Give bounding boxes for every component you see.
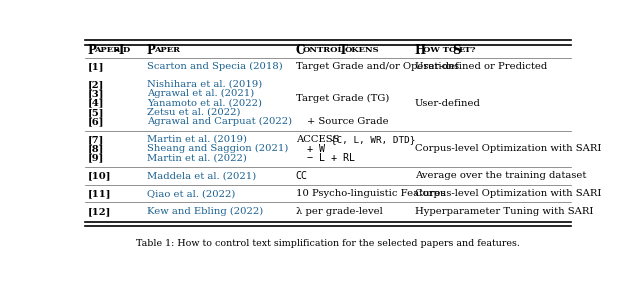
Text: H: H xyxy=(415,43,426,56)
Text: [5]: [5] xyxy=(88,108,104,117)
Text: T: T xyxy=(335,43,348,56)
Text: [3]: [3] xyxy=(88,89,104,98)
Text: [1]: [1] xyxy=(88,62,104,71)
Text: Nishihara et al. (2019): Nishihara et al. (2019) xyxy=(147,80,262,89)
Text: CC: CC xyxy=(296,171,308,181)
Text: [4]: [4] xyxy=(88,98,104,108)
Text: P: P xyxy=(88,43,96,56)
Text: {C, L, WR, DTD}: {C, L, WR, DTD} xyxy=(332,135,416,144)
Text: Martin et al. (2022): Martin et al. (2022) xyxy=(147,154,247,163)
Text: [12]: [12] xyxy=(88,207,111,216)
Text: [6]: [6] xyxy=(88,117,104,126)
Text: C: C xyxy=(296,43,305,56)
Text: Zetsu et al. (2022): Zetsu et al. (2022) xyxy=(147,108,241,117)
Text: Qiao et al. (2022): Qiao et al. (2022) xyxy=(147,189,236,198)
Text: OW TO: OW TO xyxy=(424,46,457,54)
Text: Agrawal and Carpuat (2022): Agrawal and Carpuat (2022) xyxy=(147,117,292,126)
Text: [11]: [11] xyxy=(88,189,111,198)
Text: Sheang and Saggion (2021): Sheang and Saggion (2021) xyxy=(147,144,289,153)
Text: Scarton and Specia (2018): Scarton and Specia (2018) xyxy=(147,62,283,71)
Text: APER: APER xyxy=(154,46,180,54)
Text: + W: + W xyxy=(307,144,324,154)
Text: + Source Grade: + Source Grade xyxy=(307,117,388,126)
Text: − L + RL: − L + RL xyxy=(307,153,355,163)
Text: [10]: [10] xyxy=(88,171,111,180)
Text: [2]: [2] xyxy=(88,80,104,89)
Text: Average over the training dataset: Average over the training dataset xyxy=(415,171,586,180)
Text: Target Grade and/or Operations: Target Grade and/or Operations xyxy=(296,62,459,71)
Text: [8]: [8] xyxy=(88,144,104,153)
Text: Table 1: How to control text simplification for the selected papers and features: Table 1: How to control text simplificat… xyxy=(136,238,520,247)
Text: Martin et al. (2019): Martin et al. (2019) xyxy=(147,135,247,144)
Text: Corpus-level Optimization with SARI: Corpus-level Optimization with SARI xyxy=(415,189,601,198)
Text: ET?: ET? xyxy=(459,46,476,54)
Text: OKENS: OKENS xyxy=(345,46,380,54)
Text: APER: APER xyxy=(94,46,120,54)
Text: Corpus-level Optimization with SARI: Corpus-level Optimization with SARI xyxy=(415,144,601,153)
Text: User-defined or Predicted: User-defined or Predicted xyxy=(415,62,547,71)
Text: User-defined: User-defined xyxy=(415,98,481,108)
Text: λ per grade-level: λ per grade-level xyxy=(296,207,383,216)
Text: ONTROL: ONTROL xyxy=(303,46,344,54)
Text: S: S xyxy=(449,43,462,56)
Text: 10 Psycho-linguistic Features: 10 Psycho-linguistic Features xyxy=(296,189,445,198)
Text: Hyperparameter Tuning with SARI: Hyperparameter Tuning with SARI xyxy=(415,207,593,216)
Text: [9]: [9] xyxy=(88,154,104,163)
Text: Agrawal et al. (2021): Agrawal et al. (2021) xyxy=(147,89,254,98)
Text: -I: -I xyxy=(115,43,125,56)
Text: P: P xyxy=(147,43,156,56)
Text: D: D xyxy=(122,46,130,54)
Text: Yanamoto et al. (2022): Yanamoto et al. (2022) xyxy=(147,98,262,108)
Text: Maddela et al. (2021): Maddela et al. (2021) xyxy=(147,171,256,180)
Text: Kew and Ebling (2022): Kew and Ebling (2022) xyxy=(147,207,263,216)
Text: [7]: [7] xyxy=(88,135,104,144)
Text: ACCESS: ACCESS xyxy=(296,135,342,144)
Text: Target Grade (TG): Target Grade (TG) xyxy=(296,94,389,103)
